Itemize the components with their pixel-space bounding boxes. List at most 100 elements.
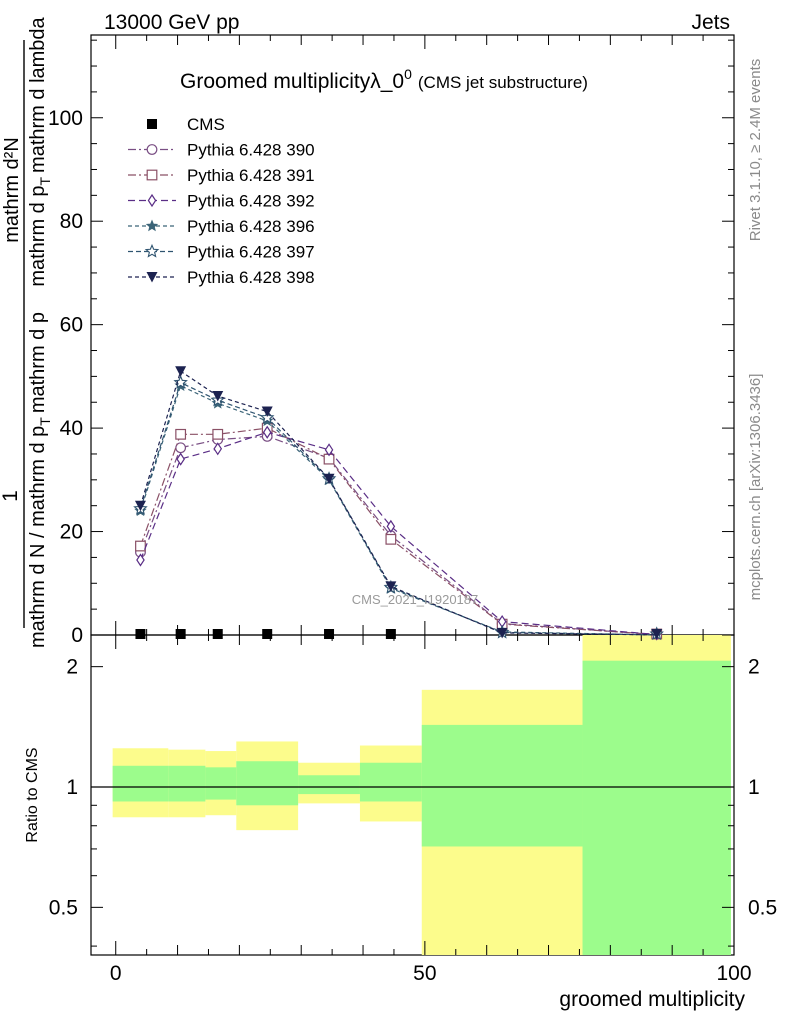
- data-point-0-5: [385, 629, 396, 639]
- watermark: CMS_2021_I1920187: [352, 592, 479, 607]
- legend-label-3: Pythia 6.428 392: [187, 192, 315, 211]
- ratio-ytick-label-left: 0.5: [49, 896, 78, 919]
- series-line-5: [139, 381, 657, 636]
- legend-marker-2: [146, 169, 158, 181]
- ratio-green-band-1: [168, 765, 206, 802]
- legend-label-2: Pythia 6.428 391: [187, 166, 315, 185]
- ratio-ylabel: Ratio to CMS: [24, 747, 41, 842]
- legend-label-5: Pythia 6.428 397: [187, 243, 315, 262]
- ylabel-prefix: 1: [0, 490, 22, 502]
- header-left: 13000 GeV pp: [104, 11, 239, 34]
- series-line-6: [139, 370, 657, 636]
- ratio-xtick-label: 100: [716, 962, 751, 985]
- ratio-green-band-6: [421, 724, 583, 847]
- ratio-ytick-label-right: 0.5: [748, 896, 777, 919]
- axis-ticks: [91, 35, 735, 955]
- data-point-6-5: [385, 581, 397, 592]
- ylabel-denominator: mathrm d N / mathrm d pTmathrm d p: [27, 312, 53, 648]
- data-point-0-2: [212, 629, 223, 639]
- data-point-3-3: [262, 425, 272, 439]
- mcplots-label: mcplots.cern.ch [arXiv:1306.3436]: [747, 374, 764, 601]
- ratio-green-band-0: [112, 765, 169, 802]
- data-point-2-1: [175, 428, 187, 440]
- main-ylabel: 1 mathrm d²N mathrm d pTmathrm d lambda …: [0, 16, 53, 648]
- series-layer: [133, 366, 664, 641]
- ylabel-sub-t: T: [37, 177, 53, 186]
- ylabel-dlambda: mathrm d lambda: [27, 16, 49, 172]
- legend-label-0: CMS: [187, 115, 225, 134]
- data-point-0-0: [135, 629, 146, 639]
- data-point-6-6: [496, 627, 508, 639]
- legend-marker-5: [144, 243, 160, 258]
- ratio-ytick-label-left: 2: [66, 656, 78, 679]
- ratio-xtick-label: 0: [110, 962, 122, 985]
- series-line-3: [139, 431, 657, 636]
- ratio-green-band-7: [582, 660, 731, 955]
- series-6: [134, 366, 663, 640]
- series-1: [135, 430, 663, 640]
- ratio-ytick-label-right: 2: [748, 656, 760, 679]
- data-point-5-1: [173, 374, 188, 389]
- ylabel-dp: mathrm d p: [27, 186, 49, 287]
- header-right: Jets: [691, 11, 730, 34]
- data-point-6-3: [261, 406, 273, 418]
- data-point-3-4: [324, 443, 334, 457]
- chart-title-main: Groomed multiplicityλ_0: [180, 70, 404, 93]
- data-point-3-1: [176, 452, 185, 466]
- data-point-2-5: [385, 533, 397, 545]
- ratio-ytick-label-right: 1: [748, 776, 760, 799]
- data-point-0-3: [262, 629, 273, 639]
- legend-label-1: Pythia 6.428 390: [187, 141, 315, 160]
- ratio-xtick-label: 50: [413, 962, 436, 985]
- data-point-6-0: [134, 500, 146, 512]
- main-ytick-label: 60: [60, 314, 83, 337]
- main-ytick-label: 80: [60, 210, 83, 233]
- ratio-ytick-label-left: 1: [66, 776, 78, 799]
- data-point-0-1: [175, 629, 186, 639]
- data-point-3-0: [136, 553, 145, 567]
- data-point-6-4: [323, 473, 335, 485]
- chart-title: Groomed multiplicityλ_00 (CMS jet substru…: [180, 66, 588, 93]
- data-point-6-7: [651, 629, 663, 640]
- legend-marker-4: [145, 219, 159, 232]
- legend: CMS Pythia 6.428 390 Pythia 6.428 391 Pythi…: [128, 115, 315, 287]
- ratio-green-band-4: [298, 775, 360, 795]
- tick-labels: 0 20 40 60 80 100 0 50 100 0.5 0.5 1 1 2 2: [48, 107, 777, 985]
- ratio-green-band-5: [359, 762, 422, 802]
- data-point-2-2: [212, 428, 224, 440]
- series-line-1: [139, 435, 657, 636]
- rivet-label: Rivet 3.1.10, ≥ 2.4M events: [747, 59, 764, 242]
- series-line-2: [139, 427, 657, 636]
- legend-marker-1: [146, 144, 158, 155]
- ylabel-den-sub: T: [37, 417, 53, 426]
- chart-title-sup: 0: [404, 66, 412, 82]
- ylabel-numerator-a: mathrm d²N: [1, 137, 23, 243]
- ratio-green-bands: [112, 660, 731, 955]
- chart-subtitle: (CMS jet substructure): [418, 73, 588, 92]
- series-0: [135, 629, 396, 639]
- ratio-green-band-3: [236, 761, 299, 806]
- data-point-6-2: [212, 391, 224, 402]
- main-ytick-label: 0: [71, 624, 83, 647]
- data-point-3-5: [386, 519, 396, 533]
- x-axis-label: groomed multiplicity: [559, 988, 745, 1011]
- legend-label-6: Pythia 6.428 398: [187, 268, 315, 287]
- data-point-0-4: [324, 629, 335, 639]
- data-point-6-1: [175, 366, 187, 377]
- ratio-green-band-2: [205, 767, 237, 800]
- main-ytick-label: 20: [60, 521, 83, 544]
- data-point-3-2: [213, 442, 223, 456]
- legend-label-4: Pythia 6.428 396: [187, 217, 315, 236]
- data-point-5-3: [259, 410, 275, 424]
- ratio-plot-frame: [90, 634, 735, 956]
- ylabel-den-a: mathrm d N / mathrm d p: [27, 426, 49, 648]
- ylabel-numerator-b: mathrm d pTmathrm d lambda: [27, 16, 53, 286]
- main-ytick-label: 40: [60, 417, 83, 440]
- series-3: [136, 425, 662, 641]
- legend-marker-3: [147, 193, 157, 208]
- legend-marker-0: [147, 119, 157, 129]
- legend-marker-6: [146, 272, 158, 283]
- ylabel-den-b: mathrm d p: [27, 312, 49, 413]
- main-ytick-label: 100: [48, 107, 83, 130]
